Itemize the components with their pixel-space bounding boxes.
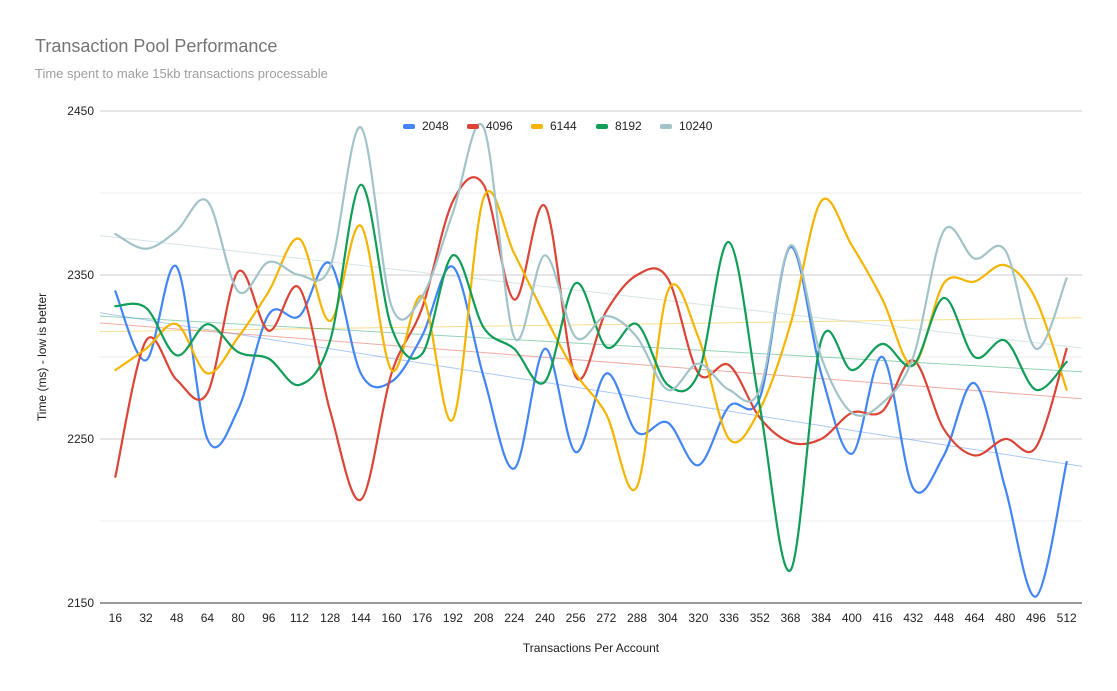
legend-swatch <box>596 124 608 129</box>
x-tick-label: 144 <box>351 611 371 625</box>
trendline-4096 <box>99 322 1083 400</box>
chart-subtitle: Time spent to make 15kb transactions pro… <box>35 66 328 81</box>
x-tick-label: 512 <box>1057 611 1077 625</box>
x-tick-label: 128 <box>320 611 340 625</box>
x-tick-label: 32 <box>139 611 153 625</box>
trendline-6144 <box>99 317 1083 333</box>
y-tick-label: 2250 <box>67 432 94 446</box>
x-tick-label: 256 <box>566 611 586 625</box>
legend-swatch <box>531 124 543 129</box>
legend-label: 4096 <box>486 119 513 133</box>
series-line-2048[interactable] <box>114 246 1068 598</box>
x-tick-label: 240 <box>535 611 555 625</box>
y-tick-label: 2350 <box>67 268 94 282</box>
x-tick-label: 224 <box>504 611 524 625</box>
x-tick-label: 400 <box>842 611 862 625</box>
trendline-10240 <box>99 235 1083 349</box>
legend-item-8192[interactable]: 8192 <box>596 119 642 133</box>
legend-swatch <box>403 124 415 129</box>
gridlines <box>100 110 1082 604</box>
legend-item-6144[interactable]: 6144 <box>531 119 577 133</box>
y-axis-ticks: 2150 2250 2350 2450 <box>67 104 94 610</box>
series-line-8192[interactable] <box>114 183 1068 572</box>
legend-item-4096[interactable]: 4096 <box>467 119 513 133</box>
x-tick-label: 176 <box>412 611 432 625</box>
x-axis-ticks: 16 32 48 64 80 96 112 128 144 160 176 192 208 224 240 2… <box>109 611 1077 625</box>
legend-label: 10240 <box>679 119 713 133</box>
x-tick-label: 432 <box>903 611 923 625</box>
y-axis-label: Time (ms) - low is better <box>35 293 49 421</box>
legend-item-2048[interactable]: 2048 <box>403 119 449 133</box>
series-line-4096[interactable] <box>114 176 1068 501</box>
legend-label: 6144 <box>550 119 577 133</box>
x-tick-label: 80 <box>231 611 245 625</box>
x-axis-label: Transactions Per Account <box>523 641 660 655</box>
x-tick-label: 16 <box>109 611 123 625</box>
x-tick-label: 416 <box>873 611 893 625</box>
x-tick-label: 192 <box>443 611 463 625</box>
legend[interactable]: 2048 4096 6144 8192 10240 <box>403 119 713 133</box>
x-tick-label: 448 <box>934 611 954 625</box>
legend-item-10240[interactable]: 10240 <box>660 119 713 133</box>
x-tick-label: 48 <box>170 611 184 625</box>
series-lines <box>114 123 1068 598</box>
trendlines <box>99 235 1083 467</box>
x-tick-label: 64 <box>201 611 215 625</box>
x-tick-label: 464 <box>965 611 985 625</box>
x-tick-label: 288 <box>627 611 647 625</box>
x-tick-label: 112 <box>290 611 309 625</box>
legend-label: 2048 <box>422 119 449 133</box>
x-tick-label: 320 <box>688 611 708 625</box>
trendline-2048 <box>99 312 1083 467</box>
x-tick-label: 496 <box>1026 611 1046 625</box>
series-line-6144[interactable] <box>114 190 1068 492</box>
x-tick-label: 384 <box>811 611 831 625</box>
y-tick-label: 2450 <box>67 104 94 118</box>
x-tick-label: 304 <box>658 611 678 625</box>
x-tick-label: 336 <box>719 611 739 625</box>
chart-title: Transaction Pool Performance <box>35 36 278 56</box>
legend-swatch <box>660 124 672 129</box>
y-tick-label: 2150 <box>67 596 94 610</box>
x-tick-label: 208 <box>474 611 494 625</box>
series-line-10240[interactable] <box>114 123 1068 417</box>
x-tick-label: 96 <box>262 611 276 625</box>
legend-label: 8192 <box>615 119 642 133</box>
x-tick-label: 272 <box>596 611 616 625</box>
x-tick-label: 480 <box>995 611 1015 625</box>
legend-swatch <box>467 124 479 129</box>
x-tick-label: 352 <box>750 611 770 625</box>
x-tick-label: 160 <box>382 611 402 625</box>
x-tick-label: 368 <box>780 611 800 625</box>
